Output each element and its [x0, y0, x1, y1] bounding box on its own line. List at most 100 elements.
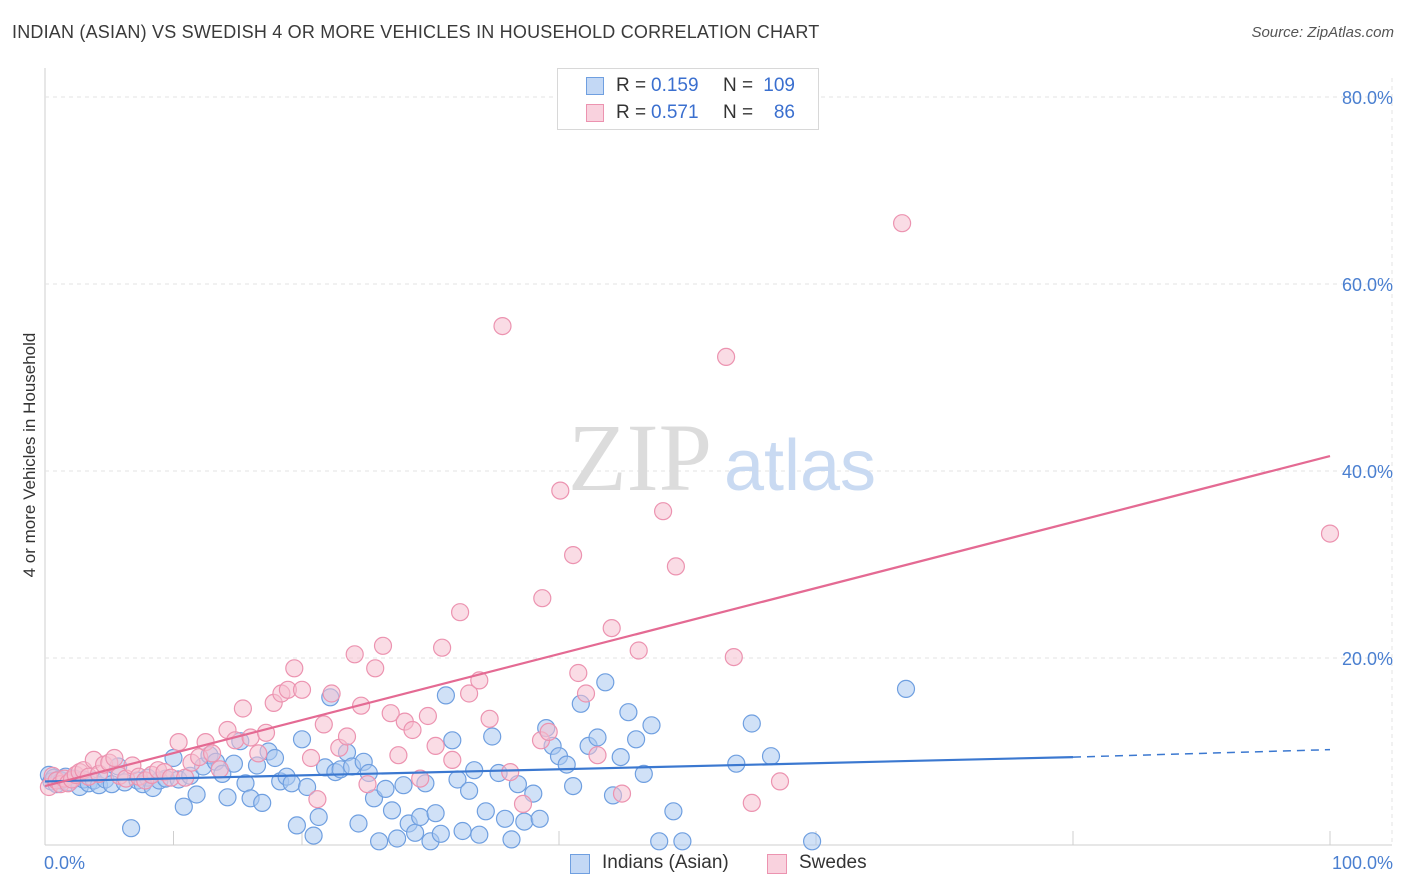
swedes-swatch	[767, 854, 787, 874]
swedes-point	[308, 790, 327, 809]
swedes-point	[373, 636, 393, 655]
grid	[44, 68, 1393, 846]
indians-point	[265, 748, 285, 768]
swedes-point	[513, 794, 533, 814]
indians-point	[802, 832, 822, 851]
swedes-point	[366, 659, 385, 678]
watermark-atlas: atlas	[724, 426, 876, 506]
indians-point	[309, 807, 328, 827]
indians-point	[431, 824, 450, 843]
n-label: N =	[723, 102, 754, 123]
swedes-point	[301, 748, 321, 768]
indians-point	[673, 832, 692, 851]
swedes-point	[426, 736, 445, 756]
swedes-point	[105, 748, 124, 768]
y-tick-label: 80.0%	[1342, 88, 1393, 108]
indians-point	[650, 832, 669, 851]
swedes-point	[892, 214, 912, 233]
swedes-point	[742, 793, 761, 813]
n-value: 109	[763, 75, 795, 96]
swedes-point	[460, 684, 479, 703]
indians-point	[557, 755, 576, 774]
swedes-point	[451, 603, 470, 622]
watermark: ZIP atlas	[568, 404, 876, 511]
indians-point	[634, 764, 653, 784]
swedes-point	[551, 481, 570, 500]
indians-point	[727, 754, 746, 773]
indians-point	[619, 703, 638, 722]
indians-point	[370, 832, 389, 851]
indians-point	[626, 730, 646, 749]
indians-trend-extension	[1072, 748, 1331, 758]
indians-point	[253, 793, 272, 813]
stats-legend: R = 0.159 N = 109 R = 0.571 N = 86	[557, 68, 819, 130]
swedes-point	[226, 731, 245, 750]
swedes-point	[666, 557, 686, 576]
swedes-trend-line	[44, 454, 1331, 788]
swedes-point	[322, 684, 341, 703]
indians-point	[588, 728, 607, 747]
indians-point	[122, 819, 141, 838]
swedes-point	[612, 784, 632, 803]
swedes-swatch	[586, 104, 604, 122]
r-label: R =	[616, 102, 647, 123]
swedes-point	[563, 545, 583, 565]
tick-labels: 20.0% 40.0% 60.0% 80.0% 0.0% 100.0%	[44, 88, 1393, 873]
swedes-point	[569, 663, 588, 683]
indians-point	[460, 781, 479, 800]
indians-point	[502, 830, 521, 849]
indians-point	[476, 802, 495, 821]
swedes-point	[602, 618, 621, 638]
y-tick-label: 40.0%	[1342, 462, 1393, 482]
swedes-point	[345, 645, 364, 664]
y-axis-title: 4 or more Vehicles in Household	[20, 332, 39, 578]
indians-point	[349, 814, 368, 833]
indians-point	[426, 804, 445, 823]
swedes-point	[249, 744, 268, 763]
indians-point	[563, 776, 583, 796]
swedes-point	[337, 727, 357, 746]
swedes-point	[539, 722, 558, 742]
stats-legend-row-indians: R = 0.159 N = 109	[558, 73, 818, 99]
indians-point	[282, 774, 301, 793]
legend-label-swedes: Swedes	[799, 852, 867, 873]
stats-legend-row-swedes: R = 0.571 N = 86	[558, 100, 818, 126]
indians-point	[304, 826, 323, 845]
swedes-point	[433, 638, 452, 657]
indians-point	[376, 779, 395, 799]
r-value: 0.571	[651, 102, 699, 123]
indians-point	[742, 714, 761, 733]
swedes-point	[770, 772, 790, 791]
swedes-point	[210, 760, 229, 779]
swedes-point	[629, 641, 648, 660]
swedes-point	[292, 680, 312, 699]
swedes-point	[233, 699, 252, 718]
swedes-point	[653, 502, 673, 521]
indians-point	[388, 829, 407, 848]
y-tick-label: 60.0%	[1342, 275, 1393, 295]
n-value: 86	[773, 102, 795, 123]
indians-point	[411, 807, 430, 827]
indians-point	[761, 747, 781, 766]
swedes-point	[389, 746, 408, 765]
swedes-point	[411, 769, 430, 788]
swedes-point	[358, 775, 377, 794]
swedes-point	[716, 347, 736, 366]
indians-point	[483, 727, 502, 746]
indians-point	[443, 731, 462, 750]
swedes-point	[588, 746, 607, 765]
source-label: Source: ZipAtlas.com	[1251, 24, 1394, 41]
r-label: R =	[616, 75, 647, 96]
swedes-point	[533, 589, 552, 608]
swedes-point	[403, 720, 422, 740]
swedes-point	[1320, 524, 1340, 543]
indians-point	[406, 823, 425, 842]
indians-point	[292, 730, 312, 749]
swedes-point	[381, 704, 400, 723]
indians-point	[287, 816, 306, 835]
swedes-point	[724, 647, 743, 667]
swedes-point	[169, 732, 188, 752]
indians-swatch	[570, 854, 590, 874]
swedes-point	[443, 750, 462, 770]
